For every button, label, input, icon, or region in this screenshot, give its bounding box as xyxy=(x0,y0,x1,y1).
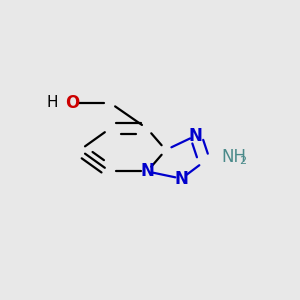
Text: N: N xyxy=(140,163,154,181)
Text: NH: NH xyxy=(221,148,247,166)
Text: 2: 2 xyxy=(239,156,246,166)
Text: H: H xyxy=(47,95,58,110)
Text: N: N xyxy=(175,169,188,188)
Text: O: O xyxy=(66,94,80,112)
Text: N: N xyxy=(189,127,203,145)
